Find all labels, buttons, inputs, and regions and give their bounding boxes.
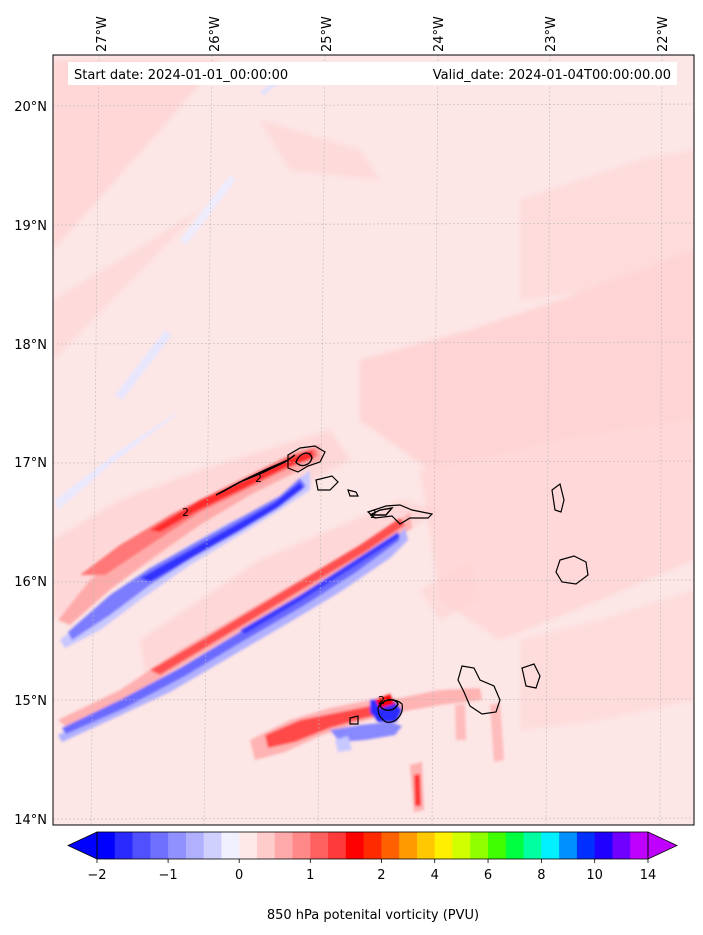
colorbar-tick-label: −2 [87, 868, 106, 883]
colorbar-extend-left [67, 831, 98, 860]
colorbar-tick-label: 6 [484, 868, 492, 883]
colorbar-tick-label: 8 [537, 868, 545, 883]
colorbar-cell [114, 832, 133, 859]
colorbar-cells [97, 832, 649, 859]
map-frame [52, 54, 695, 826]
island-santiago [457, 665, 501, 715]
colorbar-tick-label: 1 [306, 868, 314, 883]
colorbar-ticks: −2 −1 0 1 2 4 6 8 10 14 [87, 859, 656, 883]
island-sao-vicente [315, 475, 339, 491]
pv-band-south [250, 688, 504, 812]
colorbar-title: 850 hPa potenital vorticity (PVU) [267, 908, 479, 923]
lat-label: 17°N [14, 456, 47, 471]
island-santa-luzia [347, 489, 359, 497]
colorbar: −2 −1 0 1 2 4 6 8 10 14 850 hPa potenital vortici… [67, 831, 678, 923]
colorbar-tick-label: 14 [640, 868, 657, 883]
colorbar-tick-label: 4 [431, 868, 439, 883]
island-maio [521, 663, 541, 689]
colorbar-cell [345, 832, 365, 859]
colorbar-cell [256, 832, 276, 859]
colorbar-cell [310, 832, 329, 859]
contour-label-middle: 2 [370, 508, 377, 521]
colorbar-cell [150, 832, 169, 859]
lon-label: 22°W [656, 16, 671, 52]
lat-label: 15°N [14, 694, 47, 709]
island-sal [551, 482, 565, 513]
pv-band-north [58, 445, 322, 648]
lon-label: 25°W [320, 16, 335, 52]
colorbar-cell [523, 832, 542, 859]
lon-label: 27°W [95, 16, 110, 52]
lat-axis-labels: 20°N 19°N 18°N 17°N 16°N 15°N 14°N [14, 100, 47, 828]
lat-label: 16°N [14, 575, 47, 590]
colorbar-cell [239, 832, 258, 859]
contour-label-south: 2 [378, 694, 385, 707]
colorbar-cell [488, 832, 507, 859]
island-brava [349, 715, 359, 725]
lon-label: 23°W [544, 16, 559, 52]
colorbar-cell [381, 832, 400, 859]
valid-date-text: Valid_date: 2024-01-04T00:00:00.00 [433, 68, 671, 83]
contour-label-north: 2 [255, 472, 262, 485]
colorbar-tick-label: −1 [159, 868, 178, 883]
contour-label-north-west: 2 [182, 506, 189, 519]
map-panel: 2 2 2 2 Start date: 2024-01-01_00:00:00 … [52, 54, 695, 826]
colorbar-cell [452, 832, 471, 859]
start-date-text: Start date: 2024-01-01_00:00:00 [74, 68, 288, 83]
colorbar-cell [594, 832, 613, 859]
colorbar-cell [132, 832, 151, 859]
lat-label: 14°N [14, 813, 47, 828]
colorbar-cell [576, 832, 596, 859]
colorbar-cell [221, 832, 240, 859]
islands [287, 445, 589, 725]
lat-label: 19°N [14, 219, 47, 234]
colorbar-cell [185, 832, 205, 859]
lat-label: 20°N [14, 100, 47, 115]
colorbar-cell [630, 832, 649, 859]
colorbar-cell [363, 832, 382, 859]
pv-field: 2 2 2 2 [53, 55, 694, 825]
colorbar-cell [97, 832, 116, 859]
lon-label: 26°W [208, 16, 223, 52]
colorbar-extend-right [647, 831, 678, 860]
colorbar-cell [203, 832, 222, 859]
island-boa-vista [555, 555, 589, 585]
colorbar-tick-label: 2 [377, 868, 385, 883]
colorbar-cell [168, 832, 187, 859]
colorbar-cell [416, 832, 436, 859]
gridlines [53, 55, 694, 825]
colorbar-frame [96, 831, 649, 860]
colorbar-cell [559, 832, 578, 859]
colorbar-cell [434, 832, 453, 859]
colorbar-cell [470, 832, 489, 859]
island-santo-antao [287, 445, 326, 473]
pv-faint-negative [55, 80, 278, 510]
colorbar-cell [612, 832, 631, 859]
colorbar-cell [399, 832, 418, 859]
island-sao-nicolau [366, 504, 434, 525]
colorbar-tick-label: 0 [235, 868, 243, 883]
date-info-box [68, 62, 677, 85]
colorbar-cell [292, 832, 311, 859]
lat-label: 18°N [14, 338, 47, 353]
colorbar-cell [328, 832, 347, 859]
colorbar-tick-label: 10 [586, 868, 603, 883]
island-fogo [377, 699, 403, 723]
lon-axis-labels: 27°W 26°W 25°W 24°W 23°W 22°W [95, 16, 671, 52]
colorbar-cell [274, 832, 293, 859]
colorbar-cell [505, 832, 524, 859]
colorbar-cell [541, 832, 560, 859]
lon-label: 24°W [432, 16, 447, 52]
